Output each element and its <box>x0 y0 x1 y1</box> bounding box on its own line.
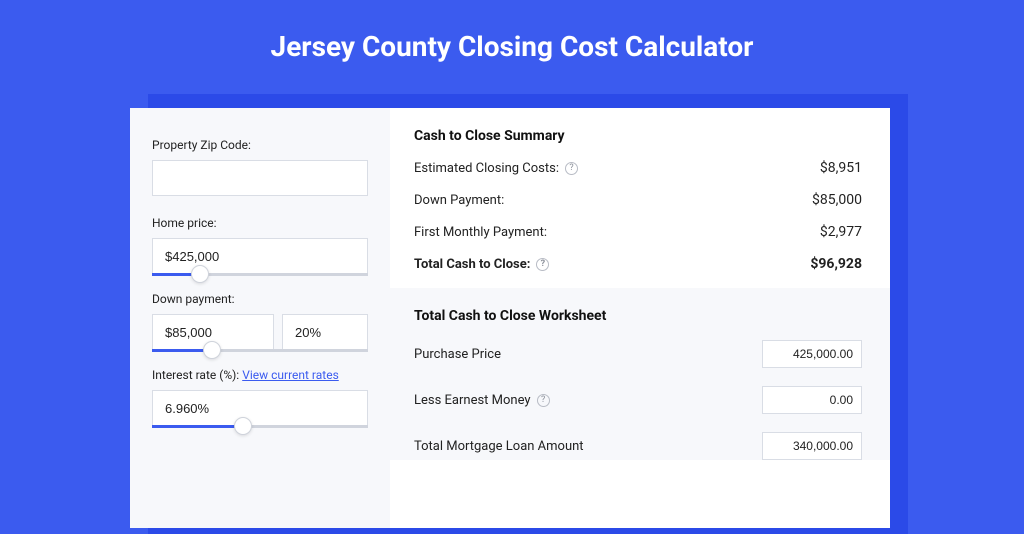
view-rates-link[interactable]: View current rates <box>242 368 339 382</box>
help-icon[interactable]: ? <box>536 258 549 271</box>
summary-total-row: Total Cash to Close: ? $96,928 <box>414 256 862 272</box>
mortgage-loan-input[interactable] <box>762 432 862 460</box>
worksheet-heading: Total Cash to Close Worksheet <box>414 308 862 324</box>
zip-field-group: Property Zip Code: <box>152 138 368 196</box>
interest-slider-thumb[interactable] <box>234 417 252 435</box>
interest-label-text: Interest rate (%): <box>152 368 242 382</box>
worksheet-row-label: Less Earnest Money <box>414 393 531 408</box>
earnest-money-input[interactable] <box>762 386 862 414</box>
summary-row-value: $8,951 <box>820 160 862 176</box>
worksheet-row: Less Earnest Money ? <box>414 386 862 414</box>
summary-row: Down Payment: $85,000 <box>414 192 862 208</box>
inputs-panel: Property Zip Code: Home price: Down paym… <box>130 108 390 528</box>
interest-label: Interest rate (%): View current rates <box>152 368 368 382</box>
down-payment-slider[interactable] <box>152 349 368 352</box>
zip-input[interactable] <box>152 160 368 196</box>
calculator-card: Property Zip Code: Home price: Down paym… <box>130 108 890 528</box>
summary-row-value: $2,977 <box>820 224 862 240</box>
interest-field-group: Interest rate (%): View current rates <box>152 368 368 428</box>
worksheet-row: Purchase Price <box>414 340 862 368</box>
summary-row: Estimated Closing Costs: ? $8,951 <box>414 160 862 176</box>
summary-heading: Cash to Close Summary <box>414 128 862 144</box>
home-price-label: Home price: <box>152 216 368 230</box>
summary-total-value: $96,928 <box>810 256 862 272</box>
down-payment-label: Down payment: <box>152 292 368 306</box>
interest-slider-fill <box>152 425 243 428</box>
summary-row: First Monthly Payment: $2,977 <box>414 224 862 240</box>
summary-row-label: Estimated Closing Costs: <box>414 161 559 176</box>
down-payment-slider-thumb[interactable] <box>203 341 221 359</box>
interest-slider[interactable] <box>152 425 368 428</box>
worksheet-section: Total Cash to Close Worksheet Purchase P… <box>390 288 890 460</box>
purchase-price-input[interactable] <box>762 340 862 368</box>
home-price-input[interactable] <box>152 238 368 274</box>
summary-row-label: First Monthly Payment: <box>414 225 547 240</box>
home-price-field-group: Home price: <box>152 216 368 276</box>
home-price-slider[interactable] <box>152 273 368 276</box>
zip-label: Property Zip Code: <box>152 138 368 152</box>
down-payment-pct-input[interactable] <box>282 314 368 350</box>
page-title: Jersey County Closing Cost Calculator <box>0 0 1024 87</box>
summary-total-label: Total Cash to Close: <box>414 257 530 272</box>
home-price-slider-thumb[interactable] <box>191 265 209 283</box>
interest-input[interactable] <box>152 390 368 426</box>
worksheet-row-label: Purchase Price <box>414 347 501 362</box>
summary-row-label: Down Payment: <box>414 193 504 208</box>
help-icon[interactable]: ? <box>537 394 550 407</box>
worksheet-row: Total Mortgage Loan Amount <box>414 432 862 460</box>
summary-row-value: $85,000 <box>812 192 862 208</box>
results-panel: Cash to Close Summary Estimated Closing … <box>390 108 890 528</box>
worksheet-row-label: Total Mortgage Loan Amount <box>414 439 584 454</box>
help-icon[interactable]: ? <box>565 162 578 175</box>
down-payment-field-group: Down payment: <box>152 292 368 352</box>
